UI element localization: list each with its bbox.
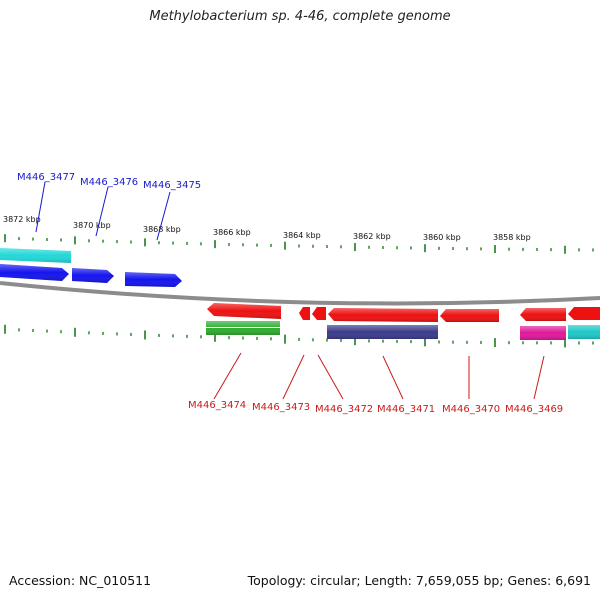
reverse-strand [206, 303, 600, 340]
gene-feature-m446-3470[interactable] [440, 309, 499, 322]
scale-label: 3870 kbp [73, 221, 111, 230]
gene-label-m446-3471[interactable]: M446_3471 [377, 404, 435, 415]
scale-label: 3868 kbp [143, 225, 181, 234]
scale-label: 3862 kbp [353, 232, 391, 241]
gene-feature-m446-3471[interactable] [328, 308, 438, 322]
scale-labels: 3872 kbp 3870 kbp 3868 kbp 3866 kbp 3864… [3, 215, 531, 242]
scale-label: 3866 kbp [213, 228, 251, 237]
outer-tick-row [4, 234, 594, 254]
gene-feature-m446-3475[interactable] [125, 272, 182, 287]
gene-feature-m446-3474[interactable] [207, 303, 281, 319]
gene-feature-m446-3469[interactable] [520, 308, 566, 321]
gene-feature-m446-3477[interactable] [0, 264, 69, 281]
scale-label: 3860 kbp [423, 233, 461, 242]
scale-label: 3858 kbp [493, 233, 531, 242]
gene-label-m446-3469[interactable]: M446_3469 [505, 404, 563, 415]
gene-feature-m446-3476[interactable] [72, 268, 114, 283]
gene-feature-m446-3472[interactable] [312, 307, 326, 320]
genome-backbone [0, 281, 600, 306]
gene-label-m446-3472[interactable]: M446_3472 [315, 404, 373, 415]
reverse-leader-lines [213, 352, 545, 400]
gene-label-m446-3474[interactable]: M446_3474 [188, 400, 246, 411]
gene-label-m446-3476[interactable]: M446_3476 [80, 177, 138, 188]
gene-label-m446-3475[interactable]: M446_3475 [143, 180, 201, 191]
gene-label-m446-3470[interactable]: M446_3470 [442, 404, 500, 415]
inner-tick-row [4, 324, 594, 348]
gene-feature-cyan[interactable] [568, 325, 600, 339]
forward-leader-lines [35, 181, 171, 241]
gene-feature-edge-red[interactable] [568, 307, 600, 320]
gene-label-m446-3473[interactable]: M446_3473 [252, 402, 310, 413]
gene-feature-purple[interactable] [327, 325, 438, 339]
accession-text: Accession: NC_010511 [9, 573, 152, 588]
gene-feature-m446-3473[interactable] [299, 307, 310, 320]
gene-feature-pink[interactable] [520, 326, 566, 340]
map-title: Methylobacterium sp. 4-46, complete geno… [149, 9, 451, 24]
forward-gene-labels: M446_3477 M446_3476 M446_3475 [17, 172, 201, 191]
reverse-gene-labels: M446_3474 M446_3473 M446_3472 M446_3471 … [188, 400, 563, 415]
topology-summary-text: Topology: circular; Length: 7,659,055 bp… [247, 573, 591, 588]
scale-label: 3864 kbp [283, 231, 321, 240]
scale-label: 3872 kbp [3, 215, 41, 224]
forward-strand [0, 248, 182, 287]
gene-feature-green[interactable] [206, 321, 280, 335]
gene-label-m446-3477[interactable]: M446_3477 [17, 172, 75, 183]
gene-feature-rna[interactable] [0, 248, 71, 263]
